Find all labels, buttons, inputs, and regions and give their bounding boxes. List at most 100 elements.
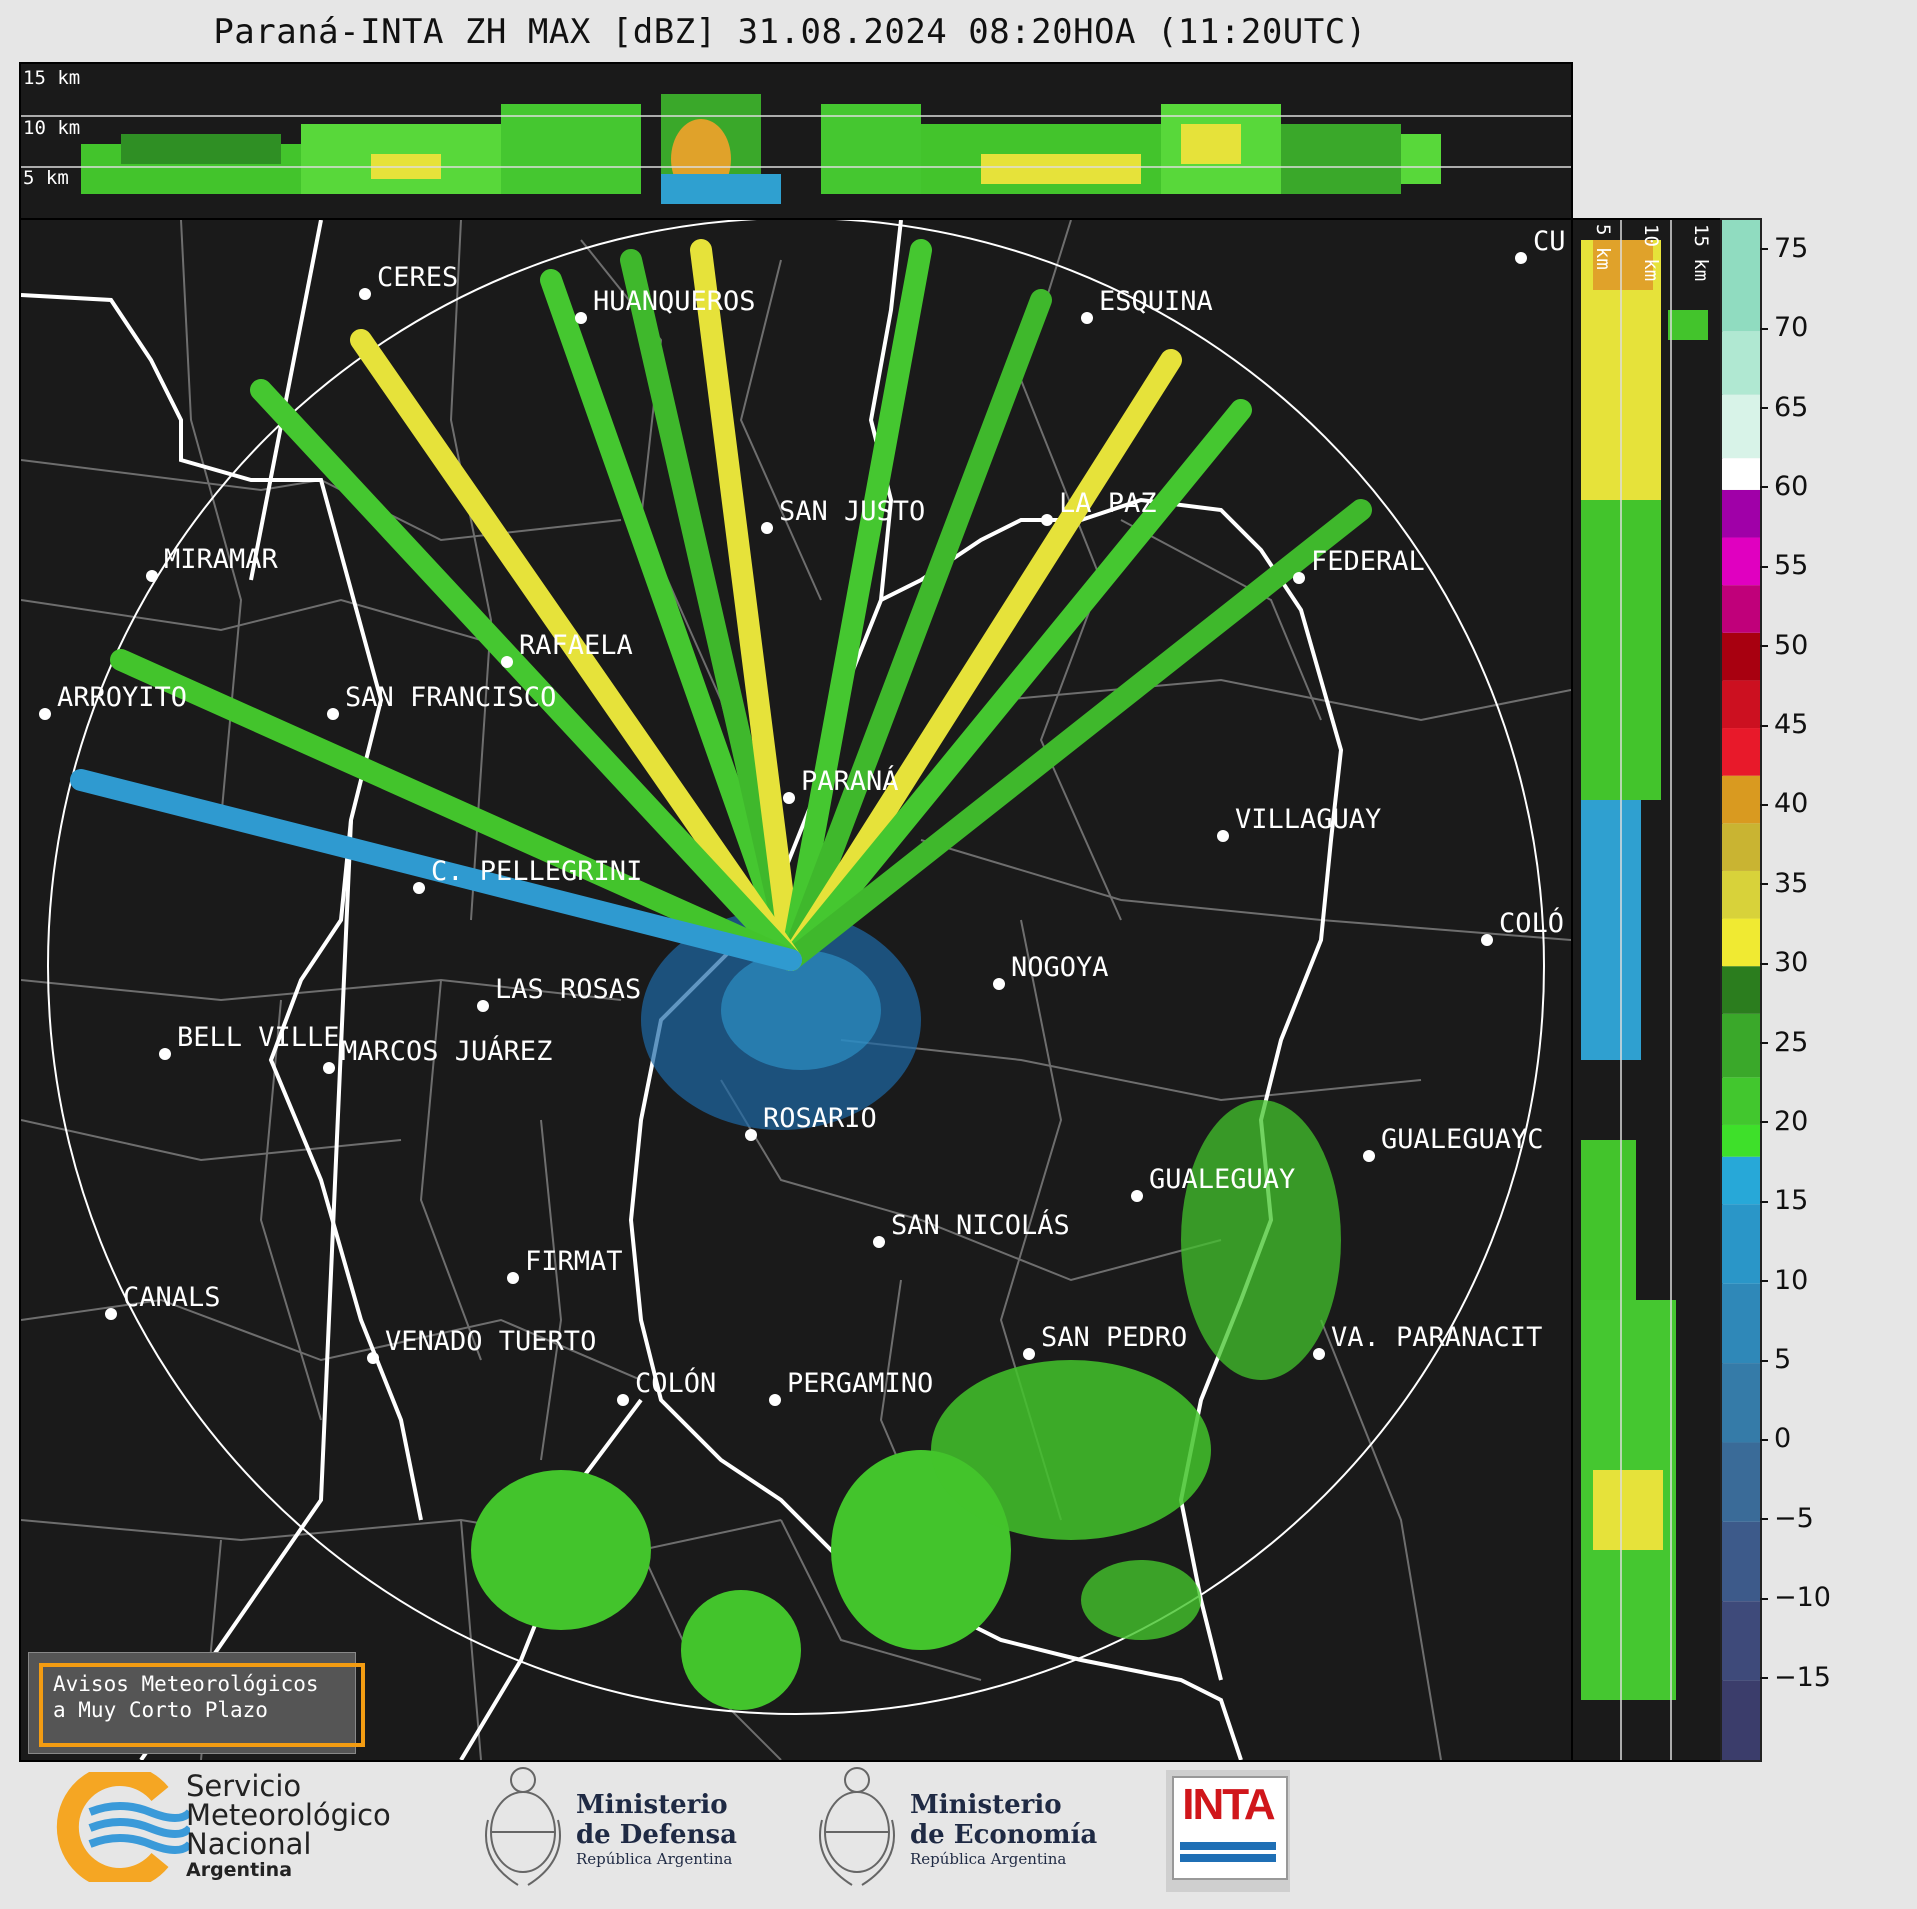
side-height-label-10km: 10 km: [1640, 224, 1662, 281]
city-dot: [617, 1394, 629, 1406]
city-marker: PARANÁ: [783, 765, 899, 804]
colorbar-tick-label: 30: [1760, 947, 1820, 978]
colorbar-band: [1722, 489, 1760, 538]
colorbar-band: [1722, 870, 1760, 919]
colorbar-tick-label: 50: [1760, 630, 1820, 661]
city-marker: NOGOYA: [993, 952, 1109, 990]
city-marker: VENADO TUERTO: [367, 1326, 596, 1364]
city-label: ESQUINA: [1099, 286, 1213, 317]
city-marker: FEDERAL: [1293, 546, 1425, 584]
city-dot: [761, 522, 773, 534]
colorbar-tick-label: −15: [1760, 1662, 1831, 1693]
economia-line-3: República Argentina: [910, 1850, 1067, 1868]
city-label: FEDERAL: [1311, 546, 1425, 577]
city-marker: MIRAMAR: [146, 544, 279, 582]
colorbar-tick-label: 40: [1760, 788, 1820, 819]
nowcasting-notice[interactable]: Avisos Meteorológicos a Muy Corto Plazo: [28, 1652, 365, 1754]
smn-line-2: Meteorológico: [186, 1798, 391, 1832]
colorbar-band: [1722, 1077, 1760, 1125]
city-dot: [783, 792, 795, 804]
city-marker: LA PAZ: [1041, 488, 1157, 526]
height-label-15km: 15 km: [23, 67, 80, 89]
height-label-5km: 5 km: [23, 167, 69, 189]
city-label: LA PAZ: [1059, 488, 1157, 519]
range-ring: [47, 220, 1545, 1715]
colorbar-band: [1722, 1156, 1760, 1205]
city-dot: [1131, 1190, 1143, 1202]
city-dot: [146, 570, 158, 582]
city-label: HUANQUEROS: [593, 286, 756, 317]
colorbar-tick-label: 10: [1760, 1265, 1820, 1296]
notice-line-2: a Muy Corto Plazo: [53, 1698, 268, 1722]
city-label: SAN JUSTO: [779, 496, 925, 527]
colorbar-band: [1722, 394, 1760, 459]
city-marker: GUALEGUAYC: [1363, 1124, 1544, 1162]
city-label: ROSARIO: [763, 1103, 877, 1134]
city-marker: C. PELLEGRINI: [413, 856, 642, 894]
city-marker: PERGAMINO: [769, 1368, 933, 1406]
colorbar-tick-label: 5: [1760, 1344, 1820, 1375]
colorbar-tick-label: 45: [1760, 709, 1820, 740]
top-height-profile: 15 km 10 km 5 km: [19, 62, 1573, 220]
radar-echoes: [70, 239, 1372, 1710]
city-marker: CERES: [359, 262, 458, 300]
city-dot: [993, 978, 1005, 990]
colorbar-tick-label: 20: [1760, 1106, 1820, 1137]
colorbar-band: [1722, 1013, 1760, 1078]
colorbar-band: [1722, 680, 1760, 729]
colorbar-band: [1722, 966, 1760, 1014]
city-dot: [1217, 830, 1229, 842]
city-label: CANALS: [123, 1282, 221, 1313]
side-height-label-5km: 5 km: [1592, 224, 1614, 270]
city-label: MIRAMAR: [164, 544, 279, 575]
city-dot: [1481, 934, 1493, 946]
city-marker: ARROYITO: [39, 682, 187, 720]
city-dot: [413, 882, 425, 894]
ministerio-defensa-logo: Ministerio de Defensa República Argentin…: [478, 1760, 768, 1890]
colorbar-band: [1722, 918, 1760, 967]
colorbar-tick-label: 35: [1760, 868, 1820, 899]
defensa-line-3: República Argentina: [576, 1850, 733, 1868]
inta-label: INTA: [1182, 1780, 1275, 1829]
city-label: GUALEGUAYC: [1381, 1124, 1544, 1155]
city-dot: [745, 1129, 757, 1141]
colorbar-tick-label: 65: [1760, 392, 1820, 423]
smn-logo: Servicio Meteorológico Nacional Argentin…: [50, 1760, 430, 1890]
city-label: MARCOS JUÁREZ: [341, 1035, 552, 1067]
city-label: VILLAGUAY: [1235, 804, 1381, 835]
economia-line-2: de Economía: [910, 1820, 1098, 1850]
city-label: VENADO TUERTO: [385, 1326, 596, 1357]
city-labels: CERES HUANQUEROS ESQUINA CU SAN JUSTO LA PAZ M…: [39, 226, 1566, 1406]
smn-line-4: Argentina: [186, 1859, 293, 1881]
city-dot: [507, 1272, 519, 1284]
city-marker: COLÓ: [1481, 907, 1564, 946]
city-label: CU: [1533, 226, 1566, 257]
national-coat-of-arms-icon: [485, 1767, 561, 1886]
city-dot: [1023, 1348, 1035, 1360]
colorbar-band: [1722, 1442, 1760, 1522]
city-dot: [477, 1000, 489, 1012]
city-marker: ROSARIO: [745, 1103, 877, 1141]
smn-line-3: Nacional: [186, 1827, 312, 1861]
city-marker: SAN PEDRO: [1023, 1322, 1187, 1360]
city-label: FIRMAT: [525, 1246, 623, 1277]
city-label: NOGOYA: [1011, 952, 1109, 983]
city-dot: [575, 312, 587, 324]
colorbar-tick-label: 60: [1760, 471, 1820, 502]
colorbar-tick-label: 55: [1760, 550, 1820, 581]
city-marker: SAN NICOLÁS: [873, 1209, 1070, 1248]
city-dot: [1515, 252, 1527, 264]
city-dot: [769, 1394, 781, 1406]
side-height-profile: 5 km 10 km 15 km: [1571, 218, 1723, 1762]
city-label: BELL VILLE: [177, 1022, 340, 1053]
side-profile-echoes: [1581, 240, 1708, 1700]
city-marker: SAN FRANCISCO: [327, 682, 556, 720]
city-label: PARANÁ: [801, 765, 899, 797]
city-marker: MARCOS JUÁREZ: [323, 1035, 552, 1074]
defensa-line-1: Ministerio: [576, 1790, 728, 1820]
radar-map: CERES HUANQUEROS ESQUINA CU SAN JUSTO LA PAZ M…: [19, 218, 1573, 1762]
city-marker: VILLAGUAY: [1217, 804, 1381, 842]
city-marker: CU: [1515, 226, 1566, 264]
city-label: PERGAMINO: [787, 1368, 933, 1399]
city-label: LAS ROSAS: [495, 974, 641, 1005]
